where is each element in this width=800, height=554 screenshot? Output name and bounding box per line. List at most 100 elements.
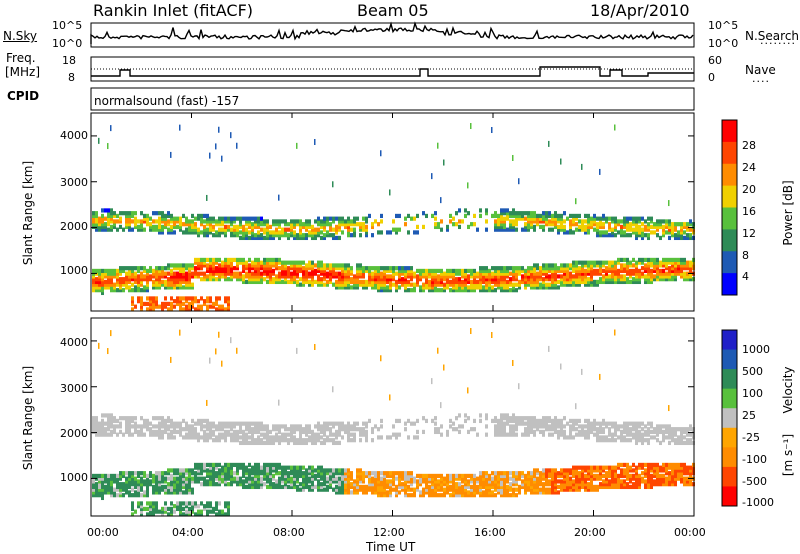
velocity-cell <box>620 435 623 440</box>
power-cell <box>422 271 425 276</box>
power-cell <box>476 271 479 276</box>
velocity-cell <box>548 487 551 492</box>
velocity-cell <box>302 471 305 476</box>
velocity-cell <box>362 479 365 484</box>
power-cell <box>365 266 368 271</box>
velocity-cell <box>650 476 653 481</box>
power-cell <box>101 282 104 287</box>
velocity-cell <box>455 476 458 481</box>
power-cell <box>422 211 425 216</box>
power-cell <box>380 150 382 157</box>
velocity-cell <box>593 418 596 424</box>
power-cell <box>584 268 587 274</box>
power-cell <box>653 260 656 265</box>
velocity-cell <box>320 471 323 476</box>
velocity-cell <box>182 490 185 495</box>
velocity-cell <box>641 471 644 476</box>
power-cell <box>377 277 380 282</box>
velocity-cell <box>587 476 590 481</box>
power-cell <box>668 222 671 227</box>
velocity-cell <box>557 479 560 484</box>
power-cell <box>608 260 611 265</box>
velocity-cell <box>320 476 323 481</box>
power-cell <box>560 219 563 224</box>
power-cell <box>551 263 554 268</box>
velocity-cell <box>530 490 533 495</box>
velocity-cell <box>371 490 374 495</box>
velocity-cell <box>335 490 338 495</box>
velocity-cell <box>185 427 188 432</box>
power-cell <box>179 227 182 232</box>
power-cell <box>224 299 227 304</box>
velocity-cell <box>482 479 485 484</box>
velocity-cell <box>437 487 440 492</box>
power-cell <box>608 277 611 282</box>
power-cell <box>296 282 299 287</box>
power-cell <box>548 268 551 274</box>
velocity-cell <box>332 386 334 393</box>
power-cell <box>167 263 170 268</box>
velocity-cell <box>527 416 530 421</box>
power-cell <box>548 266 551 271</box>
power-cell <box>359 224 362 230</box>
velocity-cell <box>578 473 581 479</box>
velocity-cell <box>374 473 377 479</box>
power-cell <box>182 263 185 268</box>
power-cell <box>554 216 557 221</box>
velocity-cell <box>557 418 560 424</box>
velocity-cell <box>650 424 653 429</box>
velocity-cell <box>617 427 620 432</box>
velocity-cell <box>125 471 128 476</box>
velocity-cell <box>257 465 260 470</box>
velocity-cell <box>155 416 158 421</box>
power-cell <box>161 307 164 312</box>
velocity-cell <box>212 421 215 426</box>
velocity-cell <box>551 424 554 429</box>
velocity-cell <box>560 487 563 492</box>
velocity-cell <box>272 476 275 481</box>
power-cell <box>137 282 140 287</box>
velocity-cell <box>599 435 602 440</box>
power-cell <box>512 154 514 161</box>
velocity-cell <box>575 465 578 470</box>
power-cell <box>659 224 662 230</box>
power-cell <box>236 227 239 232</box>
power-cell <box>176 266 179 271</box>
velocity-cell <box>593 421 596 426</box>
velocity-cell <box>137 484 140 490</box>
power-cell <box>209 304 212 309</box>
velocity-cell <box>587 468 590 473</box>
velocity-cell <box>371 484 374 490</box>
velocity-cell <box>212 432 215 437</box>
power-cell <box>548 211 551 216</box>
power-cell <box>575 277 578 282</box>
power-cell <box>341 219 344 224</box>
power-cell <box>449 279 452 285</box>
velocity-cell <box>302 465 305 470</box>
velocity-cell <box>242 429 245 435</box>
power-cell <box>101 224 104 230</box>
velocity-cell <box>434 429 437 435</box>
velocity-cell <box>176 429 179 435</box>
power-cell <box>647 266 650 271</box>
velocity-cell <box>578 429 581 435</box>
power-cell <box>218 257 221 263</box>
velocity-cell <box>494 416 497 421</box>
power-cell <box>362 227 365 232</box>
power-cell <box>476 274 479 279</box>
velocity-cell <box>173 482 176 487</box>
power-cell <box>374 268 377 274</box>
power-cell <box>452 282 455 287</box>
power-cell <box>206 230 209 235</box>
power-cell <box>203 227 206 232</box>
velocity-cell <box>137 473 140 479</box>
velocity-cell <box>497 421 500 426</box>
velocity-cell <box>533 479 536 484</box>
velocity-cell <box>269 482 272 487</box>
velocity-cell <box>158 427 161 432</box>
velocity-cell <box>485 490 488 495</box>
power-cell <box>479 266 482 271</box>
velocity-cell <box>641 438 644 443</box>
power-cell <box>287 266 290 271</box>
power-cell <box>530 222 533 227</box>
